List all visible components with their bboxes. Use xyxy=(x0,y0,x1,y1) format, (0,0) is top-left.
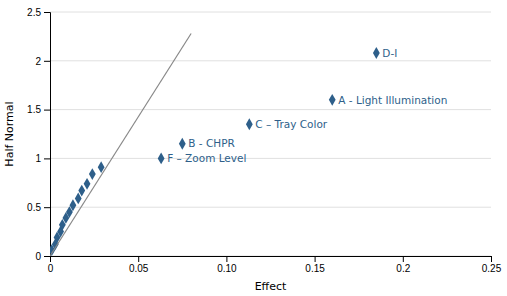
grid-line xyxy=(50,12,491,13)
x-axis-title: Effect xyxy=(255,280,287,293)
tick-label: 2 xyxy=(35,56,41,67)
tick-mark xyxy=(403,256,404,262)
grid-line xyxy=(50,207,491,208)
point xyxy=(179,138,186,150)
x-axis: 0 0.05 0.10 0.15 0.2 0.25 xyxy=(48,256,502,274)
chart: 0 0.05 0.10 0.15 0.2 0.25 0 0.5 1 1.5 2 2.5 F – Zoom… xyxy=(0,0,507,296)
point xyxy=(158,153,165,165)
tick: 0.5 xyxy=(27,202,50,213)
point xyxy=(84,178,91,190)
tick: 0.05 xyxy=(129,256,149,274)
tick-label: 0 xyxy=(48,263,54,274)
point xyxy=(78,185,85,197)
tick-mark xyxy=(44,207,50,208)
annotations: F – Zoom Level B - CHPR C – Tray Color A - … xyxy=(167,47,447,164)
annotation: C – Tray Color xyxy=(255,118,328,130)
tick: 1.5 xyxy=(27,104,50,115)
tick-label: 2.5 xyxy=(27,7,41,18)
axis-line xyxy=(51,257,492,263)
point xyxy=(89,168,96,180)
y-axis-title: Half Normal xyxy=(3,101,16,166)
tick-mark xyxy=(226,256,227,262)
tick-mark xyxy=(44,158,50,159)
tick: 0.10 xyxy=(217,256,237,274)
tick: 0 xyxy=(48,256,54,274)
tick-label: 1.5 xyxy=(27,104,41,115)
data xyxy=(50,33,380,256)
tick-label: 0.15 xyxy=(305,263,325,274)
annotation: D-I xyxy=(382,47,397,59)
point xyxy=(70,199,77,211)
annotation: F – Zoom Level xyxy=(167,152,246,164)
trend-line xyxy=(50,33,191,256)
tick-label: 0.05 xyxy=(129,263,149,274)
tick-mark xyxy=(44,61,50,62)
tick-label: 0.5 xyxy=(27,202,41,213)
tick: 2 xyxy=(35,56,50,67)
grid-line xyxy=(50,109,491,110)
tick-mark xyxy=(44,110,50,111)
tick: 2.5 xyxy=(27,7,50,18)
tick-label: 0 xyxy=(35,251,41,262)
axis-line xyxy=(44,13,51,257)
annotation: A - Light Illumination xyxy=(338,94,447,106)
grid xyxy=(50,12,491,256)
tick: 0 xyxy=(35,251,50,262)
grid-line xyxy=(50,158,491,159)
tick: 1 xyxy=(35,153,50,164)
tick: 0.2 xyxy=(396,256,410,274)
plot: 0 0.05 0.10 0.15 0.2 0.25 0 0.5 1 1.5 2 2.5 F – Zoom… xyxy=(27,7,502,274)
tick-mark xyxy=(44,12,50,13)
tick-mark xyxy=(138,256,139,262)
tick: 0.15 xyxy=(305,256,325,274)
tick-label: 0.2 xyxy=(396,263,410,274)
tick-mark xyxy=(491,256,492,262)
tick-label: 0.10 xyxy=(217,263,237,274)
point xyxy=(246,118,253,130)
annotation: B - CHPR xyxy=(188,137,235,149)
points xyxy=(50,47,380,256)
tick-label: 1 xyxy=(35,153,41,164)
point xyxy=(329,94,336,106)
tick-mark xyxy=(44,256,50,257)
tick-mark xyxy=(315,256,316,262)
tick-label: 0.25 xyxy=(482,263,502,274)
grid-line xyxy=(50,60,491,61)
y-axis: 0 0.5 1 1.5 2 2.5 xyxy=(27,7,50,262)
point xyxy=(373,47,380,59)
tick: 0.25 xyxy=(482,256,502,274)
